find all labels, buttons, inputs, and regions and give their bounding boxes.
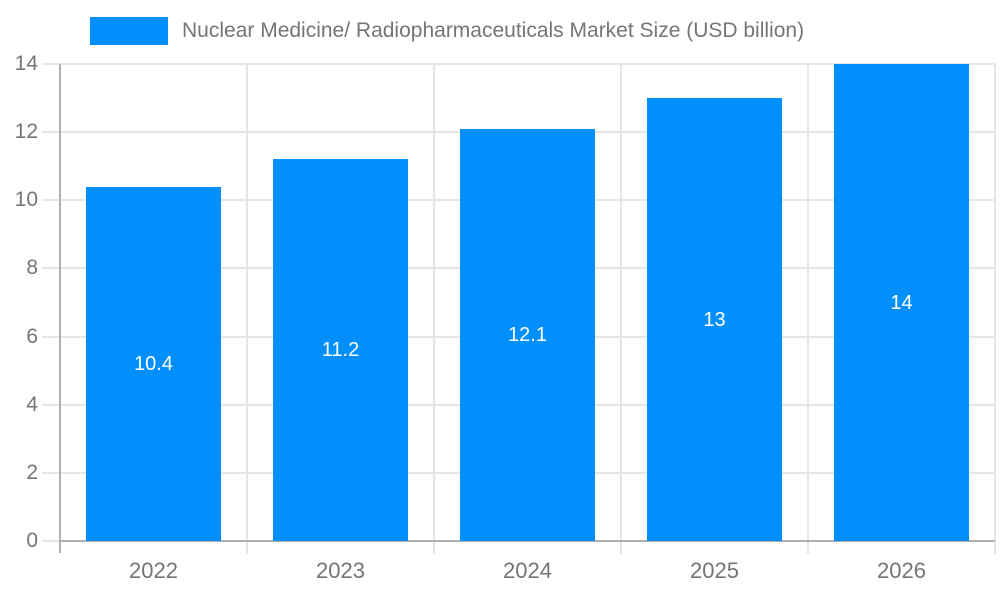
y-axis-label: 8 [26,256,38,280]
y-axis-label: 14 [14,52,38,75]
y-axis-label: 6 [26,324,38,348]
y-axis-label: 0 [26,529,38,552]
bar-value-label: 11.2 [321,339,360,362]
y-axis-tick [42,63,60,65]
x-axis-label-2025: 2025 [690,558,739,583]
x-axis-line [60,540,995,542]
gridline-vertical [807,64,809,554]
legend-label: Nuclear Medicine/ Radiopharmaceuticals M… [182,19,805,42]
gridline-vertical [433,64,435,554]
y-axis-line [59,64,61,553]
y-axis-label: 4 [26,392,38,416]
x-axis-label-2026: 2026 [877,558,926,583]
y-axis-tick [42,131,60,134]
x-axis-label-2023: 2023 [316,558,365,583]
y-axis-label: 12 [14,120,38,144]
bar-2026[interactable]: 14 [834,64,969,541]
bar-value-label: 12.1 [508,323,547,346]
gridline-horizontal [60,63,995,65]
y-axis-tick [42,540,60,542]
legend-swatch-icon [90,17,168,45]
y-axis-tick [42,403,60,406]
bar-value-label: 10.4 [134,352,173,375]
x-axis-label-2024: 2024 [503,558,552,583]
y-axis-label: 2 [26,460,38,484]
bar-value-label: 14 [890,291,913,314]
bar-value-label: 13 [703,308,726,331]
y-axis-tick [42,267,60,270]
gridline-vertical [620,64,622,554]
gridline-vertical [994,64,996,554]
x-axis-label-2022: 2022 [129,558,178,583]
y-axis-tick [42,471,60,474]
y-axis-label: 10 [14,188,38,212]
bar-2024[interactable]: 12.1 [460,128,595,541]
bar-2022[interactable]: 10.4 [86,186,221,541]
y-axis-tick [42,199,60,202]
bar-2025[interactable]: 13 [647,98,782,541]
legend-item[interactable]: Nuclear Medicine/ Radiopharmaceuticals M… [90,17,804,45]
gridline-vertical [246,64,248,554]
y-axis-tick [42,335,60,338]
legend: Nuclear Medicine/ Radiopharmaceuticals M… [90,17,804,45]
bar-2023[interactable]: 11.2 [273,159,408,541]
